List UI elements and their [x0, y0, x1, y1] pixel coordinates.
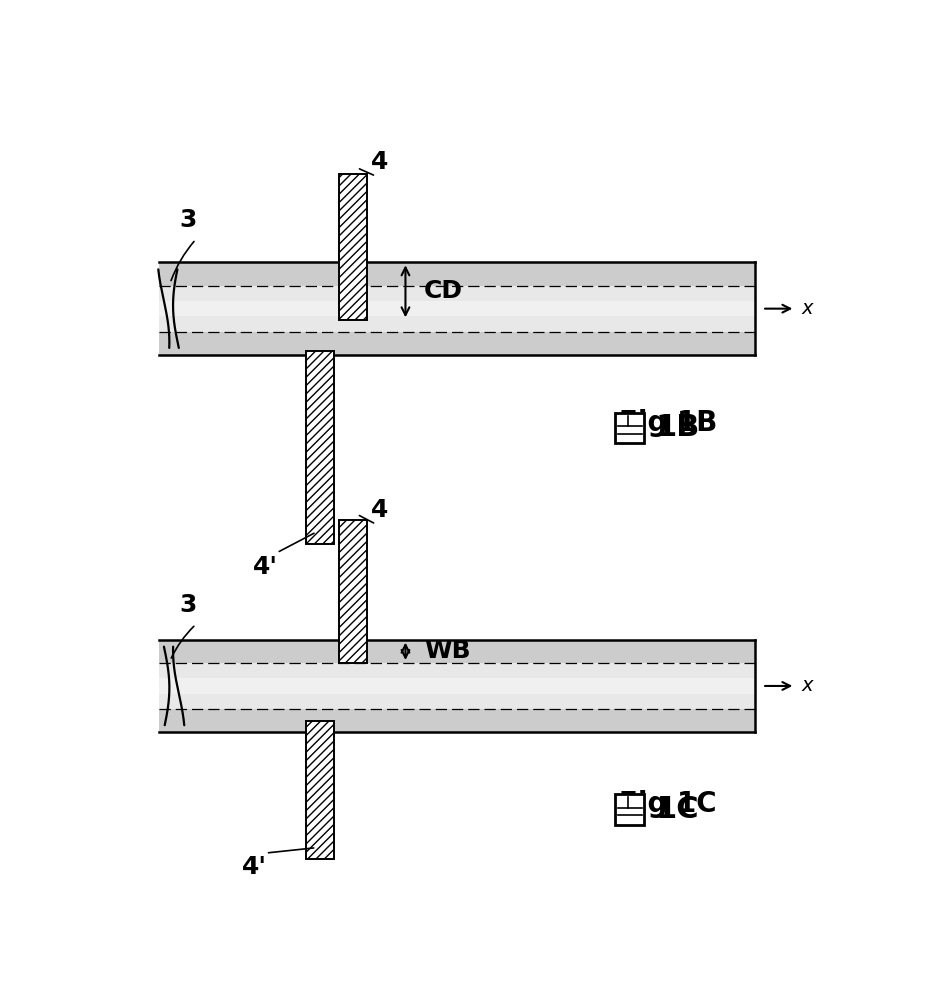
Bar — [159, 262, 754, 355]
Bar — [307, 351, 334, 544]
Text: 4: 4 — [371, 498, 388, 522]
Bar — [159, 663, 754, 709]
Text: Fig 1B: Fig 1B — [619, 409, 717, 437]
Text: Fig 1C: Fig 1C — [619, 790, 716, 818]
Bar — [615, 794, 644, 825]
Bar — [307, 721, 334, 859]
Text: 4': 4' — [253, 555, 278, 579]
Text: 3: 3 — [179, 593, 197, 617]
Text: 1C: 1C — [656, 795, 699, 824]
Text: CD: CD — [424, 279, 463, 303]
Bar — [615, 413, 644, 443]
Text: WB: WB — [424, 639, 471, 663]
Text: x: x — [801, 299, 812, 318]
Text: 4': 4' — [242, 855, 268, 879]
Text: x: x — [801, 676, 812, 695]
Bar — [159, 301, 754, 316]
Text: 3: 3 — [179, 208, 197, 232]
Bar — [159, 678, 754, 694]
Bar — [159, 286, 754, 332]
Bar — [159, 640, 754, 732]
Bar — [340, 174, 367, 320]
Text: 1B: 1B — [656, 414, 700, 442]
Text: 4: 4 — [371, 150, 388, 174]
Bar — [340, 520, 367, 663]
